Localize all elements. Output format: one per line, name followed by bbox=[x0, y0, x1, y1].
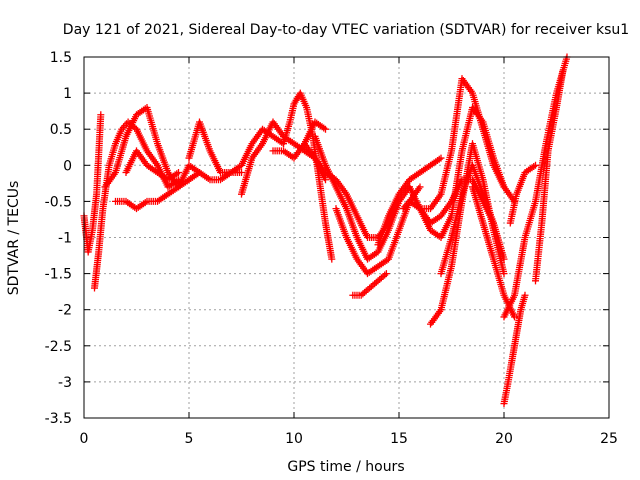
y-tick-label: -0.5 bbox=[45, 194, 72, 210]
data-point bbox=[511, 313, 518, 321]
series-arc-15 bbox=[374, 154, 445, 249]
y-axis-label: SDTVAR / TECUs bbox=[6, 181, 22, 296]
y-tick-label: -2.5 bbox=[45, 339, 72, 355]
data-point bbox=[382, 270, 390, 278]
series-arc-22 bbox=[500, 291, 529, 408]
y-tick-label: 0 bbox=[63, 158, 72, 174]
series-arc-1 bbox=[80, 111, 105, 256]
series-arc-23 bbox=[500, 53, 571, 321]
y-tick-label: -3 bbox=[58, 375, 72, 391]
tick-labels: 0 5 10 15 20 25 -3.5 -3 -2.5 -2 -1.5 -1 -0.5 0 0.5 1 1.5 bbox=[45, 50, 618, 447]
x-tick-label: 5 bbox=[185, 431, 194, 447]
series-arc-21 bbox=[469, 183, 518, 321]
y-tick-label: -3.5 bbox=[45, 411, 72, 427]
data-point bbox=[175, 169, 182, 177]
data-point bbox=[238, 169, 245, 177]
x-tick-label: 10 bbox=[285, 431, 303, 447]
x-tick-label: 20 bbox=[495, 431, 513, 447]
y-tick-label: -1 bbox=[58, 231, 72, 247]
series-arc-18 bbox=[416, 104, 508, 241]
y-tick-label: 1.5 bbox=[50, 50, 72, 66]
x-tick-label: 0 bbox=[80, 431, 89, 447]
data-point bbox=[322, 176, 329, 184]
series-arc-7 bbox=[185, 169, 245, 184]
data-point bbox=[532, 161, 539, 169]
x-tick-label: 25 bbox=[600, 431, 618, 447]
series-arc-20 bbox=[437, 161, 508, 278]
data-point bbox=[500, 270, 508, 278]
data-point bbox=[381, 271, 389, 279]
data-point bbox=[521, 291, 529, 299]
x-tick-label: 15 bbox=[390, 431, 408, 447]
x-axis-label: GPS time / hours bbox=[287, 459, 404, 475]
data-point bbox=[500, 183, 508, 191]
series-arc-13 bbox=[332, 183, 424, 278]
series-arc-2 bbox=[91, 118, 182, 292]
series-arc-24 bbox=[506, 161, 539, 227]
data-point bbox=[437, 154, 445, 162]
data-points bbox=[80, 53, 571, 408]
plot-frame bbox=[83, 56, 610, 419]
data-point bbox=[97, 111, 105, 119]
y-tick-label: 0.5 bbox=[50, 122, 72, 138]
series-arc-5 bbox=[122, 147, 182, 184]
data-point bbox=[328, 255, 336, 263]
y-tick-label: -2 bbox=[58, 303, 72, 319]
data-point bbox=[500, 255, 508, 263]
y-tick-label: -1.5 bbox=[45, 267, 72, 283]
series-arc-14 bbox=[349, 270, 390, 299]
data-point bbox=[322, 125, 329, 133]
data-point bbox=[416, 183, 424, 191]
series-arc-25 bbox=[532, 67, 567, 285]
y-tick-label: 1 bbox=[63, 86, 72, 102]
chart-title: Day 121 of 2021, Sidereal Day-to-day VTE… bbox=[63, 22, 629, 38]
data-point bbox=[559, 67, 567, 75]
